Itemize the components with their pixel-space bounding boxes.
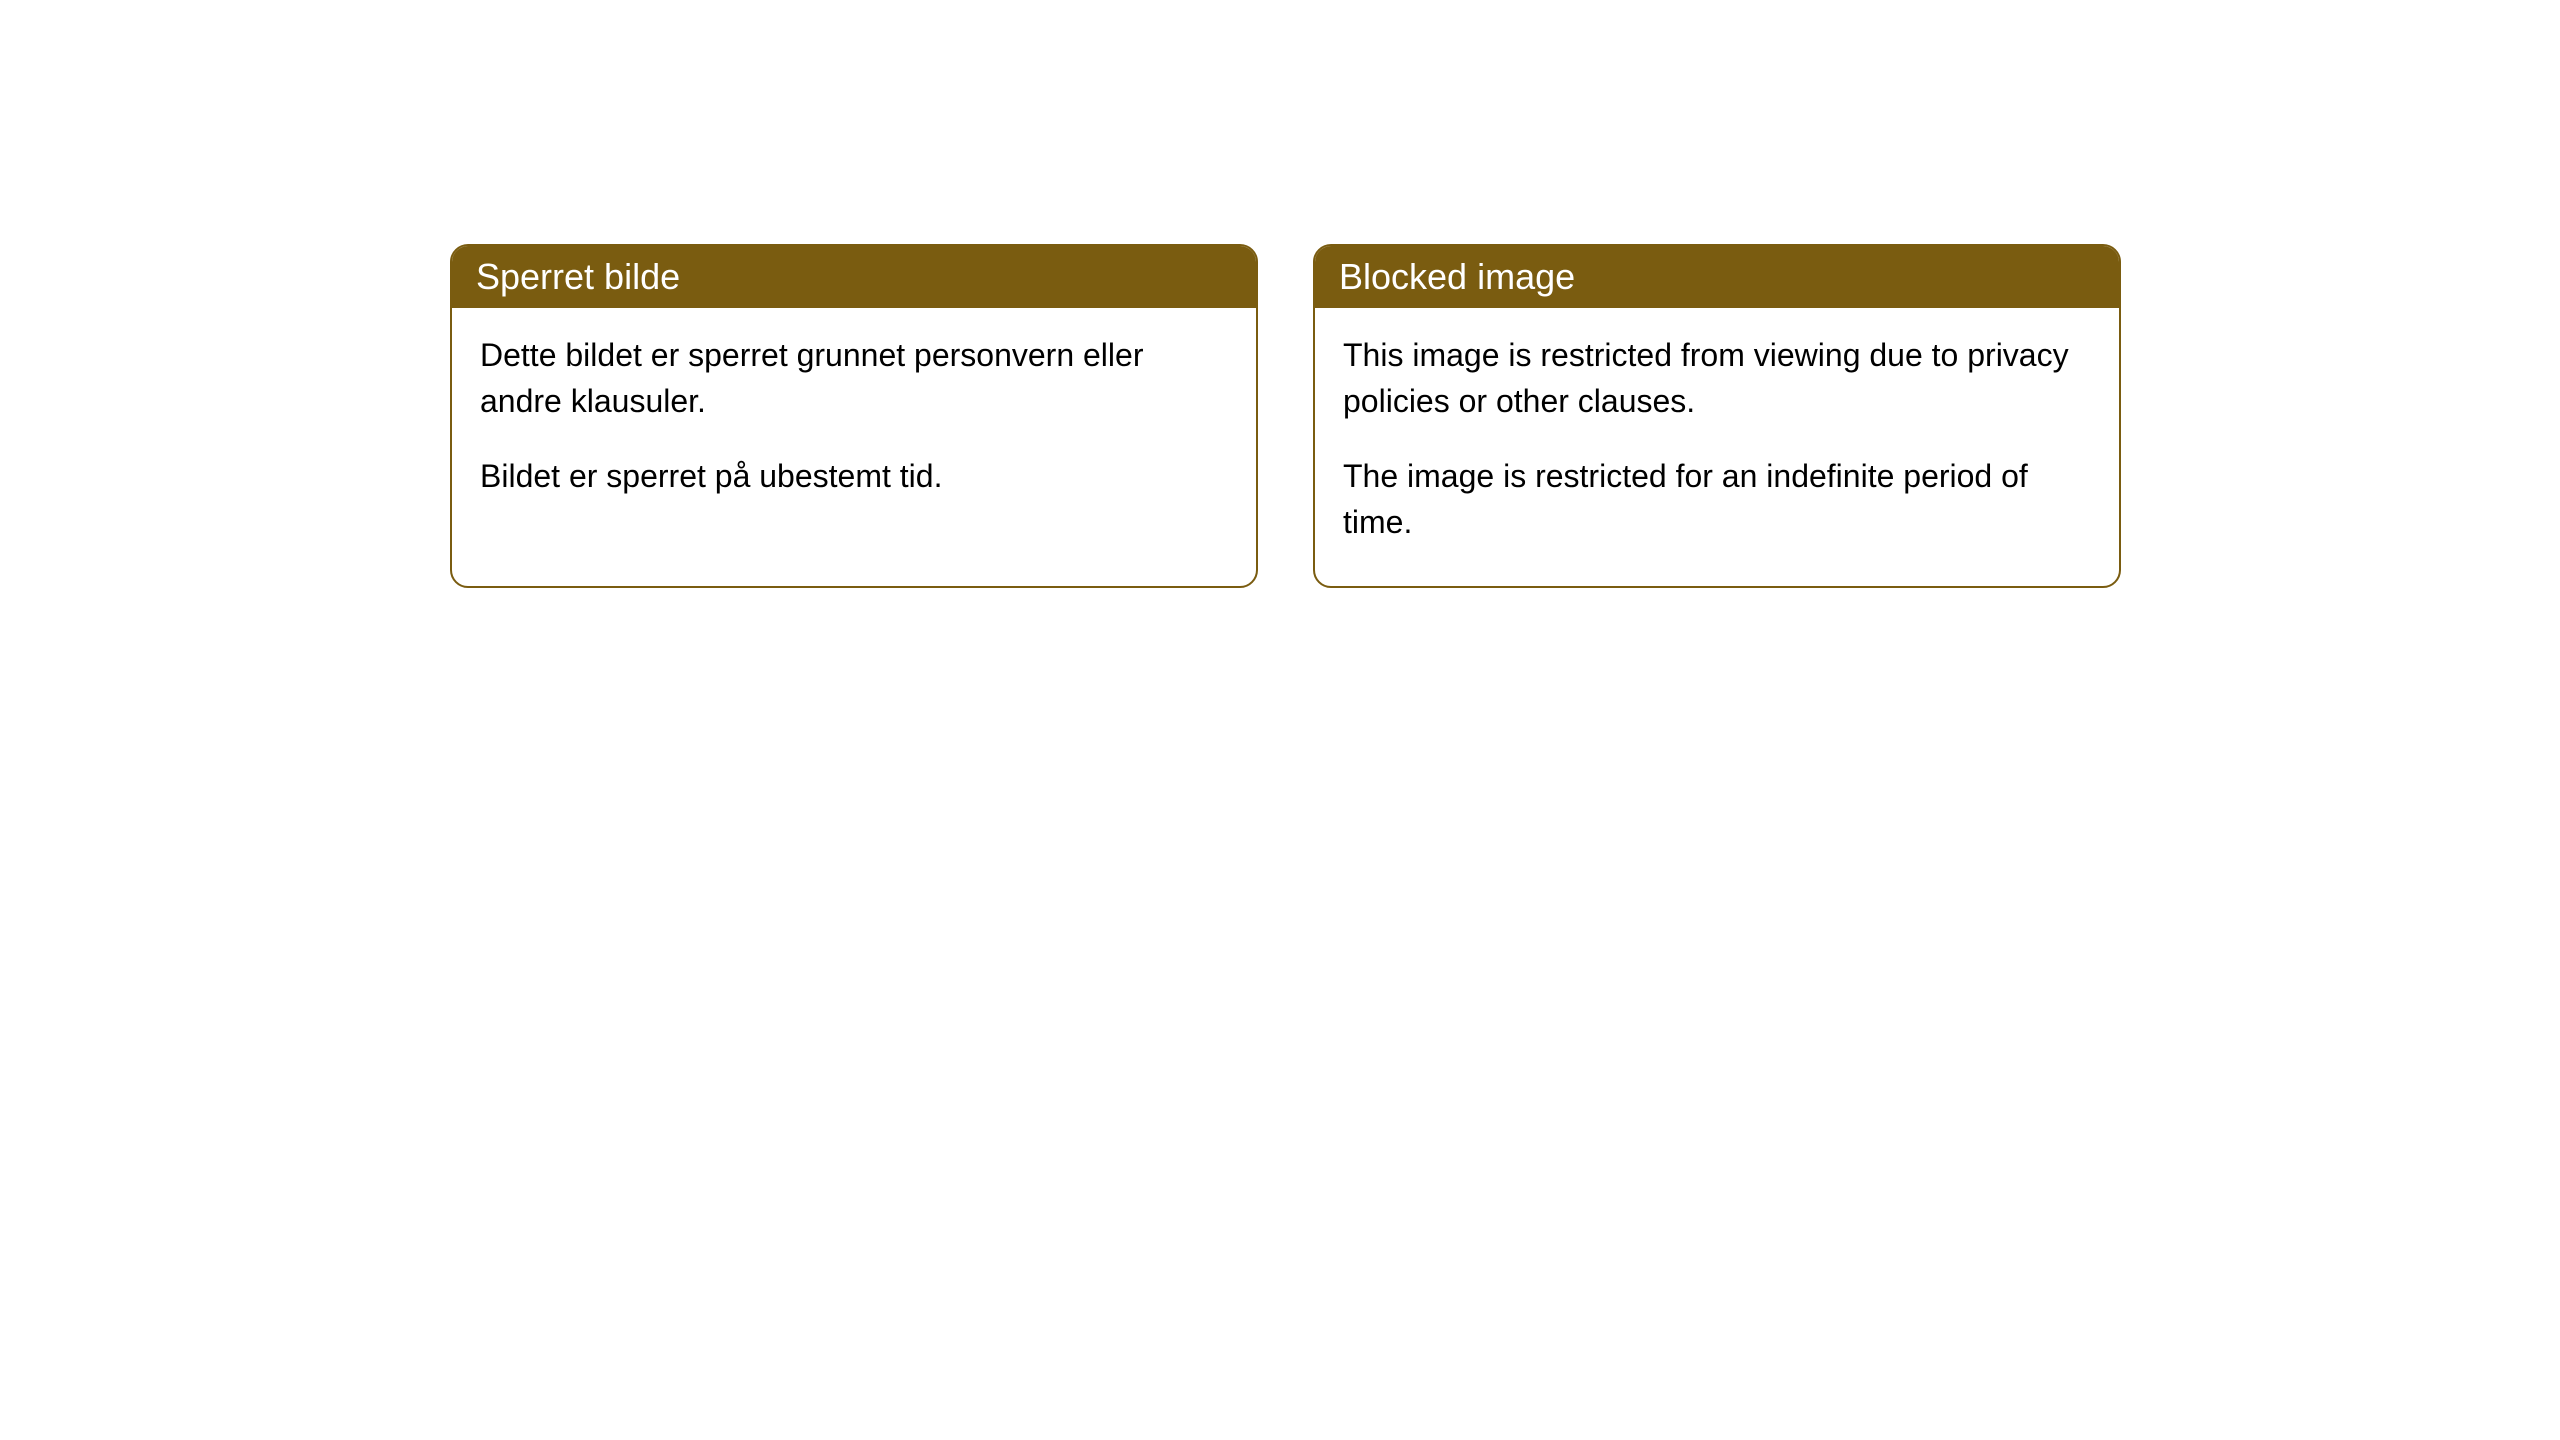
- notice-title: Blocked image: [1339, 256, 1575, 297]
- notice-paragraph: This image is restricted from viewing du…: [1343, 332, 2091, 425]
- notice-card-english: Blocked image This image is restricted f…: [1313, 244, 2121, 588]
- notice-header: Sperret bilde: [452, 246, 1256, 308]
- notice-container: Sperret bilde Dette bildet er sperret gr…: [0, 0, 2560, 588]
- notice-body: This image is restricted from viewing du…: [1315, 308, 2119, 586]
- notice-title: Sperret bilde: [476, 256, 680, 297]
- notice-card-norwegian: Sperret bilde Dette bildet er sperret gr…: [450, 244, 1258, 588]
- notice-body: Dette bildet er sperret grunnet personve…: [452, 308, 1256, 539]
- notice-paragraph: Bildet er sperret på ubestemt tid.: [480, 453, 1228, 499]
- notice-paragraph: The image is restricted for an indefinit…: [1343, 453, 2091, 546]
- notice-header: Blocked image: [1315, 246, 2119, 308]
- notice-paragraph: Dette bildet er sperret grunnet personve…: [480, 332, 1228, 425]
